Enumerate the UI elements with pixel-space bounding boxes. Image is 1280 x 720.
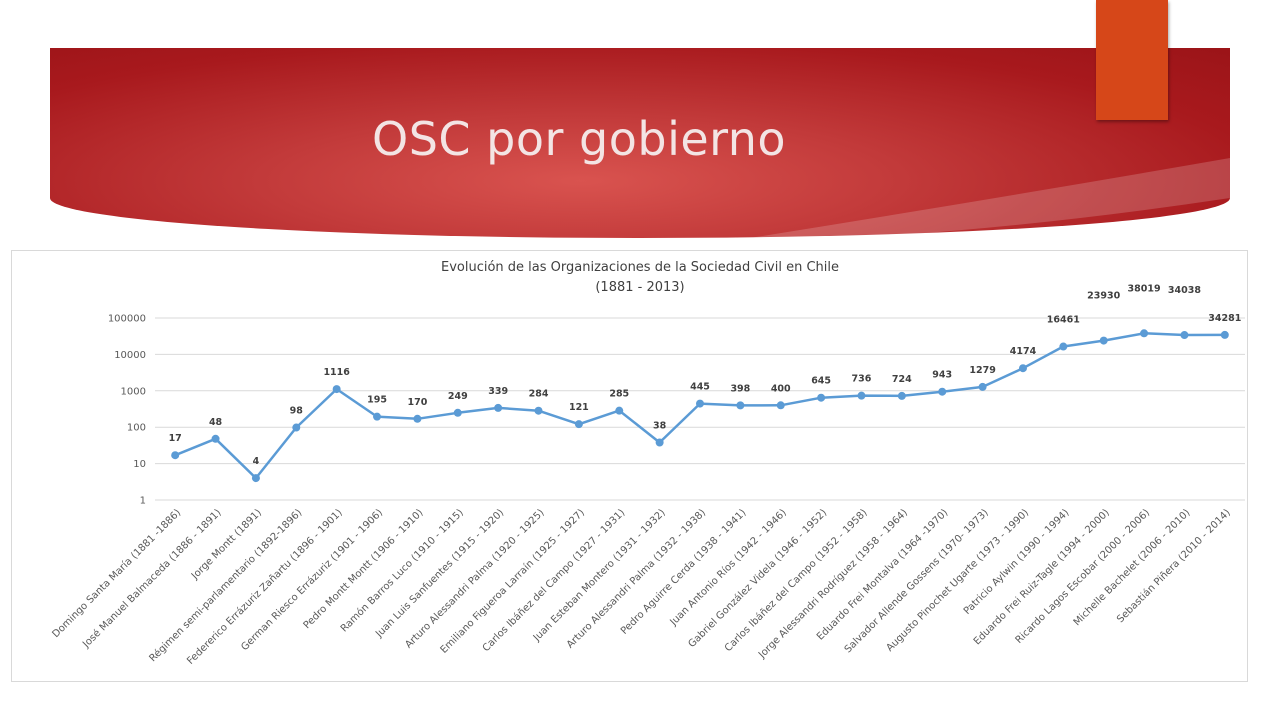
x-category-label: Salvador Allende Gossens (1970- 1973) xyxy=(843,507,991,655)
data-label: 285 xyxy=(609,389,629,400)
data-label: 17 xyxy=(169,433,182,444)
data-label: 943 xyxy=(932,370,952,381)
x-category-label: Augusto Pinochet Ugarte (1973 - 1990) xyxy=(885,507,1032,654)
data-label: 38 xyxy=(653,420,667,431)
data-point xyxy=(574,420,583,429)
x-category-label: Jorge Montt (1891) xyxy=(189,507,264,582)
x-category-label: Arturo Alessandri Palma (1932 - 1938) xyxy=(565,507,708,650)
data-point xyxy=(251,474,260,483)
data-point xyxy=(171,451,180,460)
data-point xyxy=(1018,364,1027,373)
data-point xyxy=(332,385,341,394)
data-point xyxy=(1059,342,1068,351)
chart-title-line1: Evolución de las Organizaciones de la So… xyxy=(440,260,840,275)
data-point xyxy=(776,401,785,410)
data-label: 195 xyxy=(367,395,387,406)
data-point xyxy=(897,391,906,400)
y-tick-label: 10000 xyxy=(114,350,146,361)
x-category-label: Jorge Alessandri Rodríguez (1958 - 1964) xyxy=(755,507,910,662)
y-tick-label: 1000 xyxy=(121,386,146,397)
data-point xyxy=(938,387,947,396)
y-tick-label: 1 xyxy=(140,496,146,507)
x-category-label: Arturo Alessandri Palma (1920 - 1925) xyxy=(403,507,546,650)
data-point xyxy=(1180,331,1189,340)
data-label: 1279 xyxy=(969,365,995,376)
slide-title: OSC por gobierno xyxy=(372,112,787,166)
data-label: 249 xyxy=(448,391,468,402)
data-point xyxy=(817,393,826,402)
x-category-label: Federerico Errázuriz Zañartu (1896 - 190… xyxy=(185,507,345,667)
data-label: 339 xyxy=(488,386,508,397)
data-point xyxy=(453,408,462,417)
data-label: 284 xyxy=(529,389,549,400)
data-label: 398 xyxy=(730,383,750,394)
y-tick-label: 100 xyxy=(127,423,146,434)
x-category-label: Carlos Ibáñez del Campo (1927 - 1931) xyxy=(480,507,627,654)
data-point xyxy=(655,438,664,447)
data-label: 170 xyxy=(407,397,427,408)
data-point xyxy=(413,414,422,423)
data-label: 1116 xyxy=(323,367,350,378)
data-label: 16461 xyxy=(1047,315,1080,326)
data-label: 400 xyxy=(771,383,791,394)
data-label: 48 xyxy=(209,417,223,428)
x-category-label: Emiliano Figueroa Larraín (1925 - 1927) xyxy=(438,507,587,656)
data-point xyxy=(534,406,543,415)
data-label: 38019 xyxy=(1128,283,1161,294)
x-category-label: Carlos Ibáñez del Campo (1952 - 1958) xyxy=(722,507,869,654)
data-point xyxy=(292,423,301,432)
data-point xyxy=(211,434,220,443)
data-point xyxy=(1220,330,1229,339)
y-tick-label: 100000 xyxy=(108,314,146,325)
data-label: 34038 xyxy=(1168,285,1201,296)
data-label: 645 xyxy=(811,376,831,387)
data-point xyxy=(1099,336,1108,345)
data-point xyxy=(857,391,866,400)
y-tick-label: 10 xyxy=(133,459,146,470)
data-label: 4174 xyxy=(1010,346,1037,357)
data-label: 4 xyxy=(253,456,260,467)
chart-title: Evolución de las Organizaciones de la So… xyxy=(0,258,1280,298)
data-label: 23930 xyxy=(1087,291,1120,302)
data-label: 121 xyxy=(569,402,589,413)
x-category-label: José Manuel Balmaceda (1886 - 1891) xyxy=(80,507,224,651)
data-point xyxy=(494,403,503,412)
x-category-label: German Riesco Errázuriz (1901 - 1906) xyxy=(239,507,386,654)
data-point xyxy=(696,399,704,408)
data-label: 34281 xyxy=(1208,313,1241,324)
x-category-label: Régimen semi-parlamentario (1892-1896) xyxy=(147,507,305,665)
data-point xyxy=(615,406,624,415)
data-point xyxy=(1140,329,1149,338)
data-point xyxy=(736,401,745,410)
data-label: 98 xyxy=(290,406,304,417)
x-category-label: Gabriel González Videla (1946 - 1952) xyxy=(686,507,829,650)
chart-frame xyxy=(11,250,1248,682)
data-point xyxy=(373,412,382,421)
data-point xyxy=(978,382,987,391)
data-label: 724 xyxy=(892,374,912,385)
orange-accent-tab xyxy=(1096,0,1168,120)
chart-title-line2: (1881 - 2013) xyxy=(595,280,685,295)
data-label: 445 xyxy=(690,382,710,393)
data-label: 736 xyxy=(852,374,872,385)
